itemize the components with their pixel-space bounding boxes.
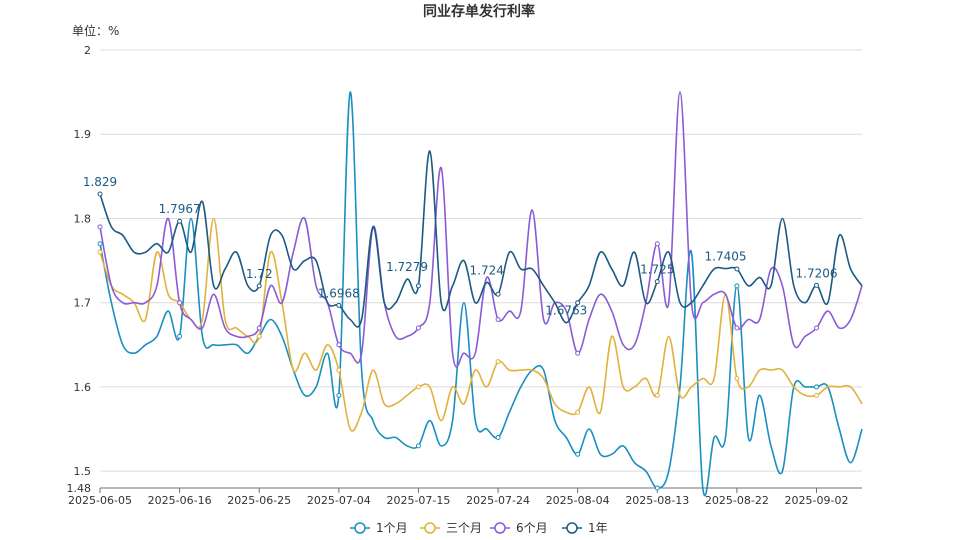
y-tick-label: 1.9 (74, 128, 92, 141)
data-point (575, 300, 581, 306)
data-label: 1.7967 (159, 202, 201, 216)
data-label: 1.725 (640, 263, 674, 277)
data-point (734, 376, 740, 381)
x-tick-label: 2025-06-05 (68, 494, 132, 507)
data-point (97, 249, 103, 255)
data-point (495, 434, 501, 440)
legend-marker (566, 522, 578, 534)
data-point (336, 302, 342, 308)
y-tick-label: 1.48 (67, 482, 92, 495)
data-point (734, 266, 740, 272)
x-tick-label: 2025-09-02 (785, 494, 849, 507)
data-point (575, 409, 581, 415)
data-point (415, 384, 421, 390)
data-point (97, 241, 103, 247)
legend-label: 1年 (588, 521, 608, 535)
data-point (495, 291, 501, 297)
data-label: 1.7279 (386, 260, 428, 274)
data-point (177, 333, 183, 339)
data-point (575, 350, 581, 356)
series-group (97, 91, 863, 497)
data-point (415, 283, 421, 289)
data-label: 1.6763 (545, 304, 587, 318)
data-point (654, 485, 660, 491)
y-tick-label: 1.8 (74, 212, 92, 225)
data-point (814, 325, 820, 331)
data-point (256, 333, 262, 339)
series-line-4 (99, 150, 863, 328)
x-tick-label: 2025-08-04 (546, 494, 610, 507)
data-point (415, 325, 421, 331)
data-point (97, 224, 103, 230)
data-labels: 1.829 1.7967 1.72 1.6968 1.7279 1.724 1.6763 1.… (83, 175, 838, 318)
y-axis: 1.48 1.5 1.6 1.7 1.8 1.9 2 (67, 44, 92, 495)
data-point (256, 325, 262, 331)
unit-label: 单位：% (72, 23, 119, 38)
y-tick-label: 1.6 (74, 381, 92, 394)
data-point (734, 283, 740, 289)
legend-item[interactable]: 6个月 (490, 521, 548, 535)
data-label: 1.7405 (705, 250, 747, 264)
legend-item[interactable]: 三个月 (420, 521, 482, 535)
gridlines (100, 49, 862, 472)
legend-label: 三个月 (446, 521, 482, 535)
data-label: 1.724 (470, 263, 504, 277)
legend-item[interactable]: 1个月 (350, 521, 408, 535)
data-point (654, 392, 660, 398)
data-point (415, 443, 421, 449)
data-point (336, 367, 342, 373)
legend-marker (494, 522, 506, 534)
data-point (256, 283, 262, 289)
chart-title: 同业存单发行利率 (423, 3, 535, 20)
data-point (814, 392, 820, 398)
data-point (336, 392, 342, 398)
data-label: 1.829 (83, 175, 117, 189)
y-tick-label: 2 (84, 44, 91, 57)
legend-marker (424, 522, 436, 534)
x-tick-label: 2025-07-15 (386, 494, 450, 507)
data-point (177, 218, 183, 224)
data-point (495, 359, 501, 365)
data-point (654, 241, 660, 247)
x-tick-label: 2025-07-04 (307, 494, 371, 507)
x-tick-label: 2025-06-25 (227, 494, 291, 507)
data-point (814, 384, 820, 390)
series-line-3 (99, 91, 863, 368)
y-tick-label: 1.5 (74, 465, 92, 478)
data-point (814, 282, 820, 288)
data-label: 1.6968 (318, 286, 360, 300)
legend-marker (354, 522, 366, 534)
data-point (336, 342, 342, 348)
x-tick-label: 2025-08-22 (705, 494, 769, 507)
x-tick-label: 2025-08-13 (625, 494, 689, 507)
data-point (575, 451, 581, 457)
data-point (177, 300, 183, 306)
data-point (654, 279, 660, 285)
data-point (495, 317, 501, 323)
y-tick-label: 1.7 (74, 297, 92, 310)
legend-label: 1个月 (376, 521, 408, 535)
series-line-2 (99, 217, 863, 432)
x-tick-label: 2025-07-24 (466, 494, 530, 507)
legend-item[interactable]: 1年 (562, 521, 608, 535)
data-label: 1.7206 (796, 266, 838, 280)
data-label: 1.72 (246, 267, 273, 281)
x-axis: 2025-06-05 2025-06-16 2025-06-25 2025-07-04… (68, 488, 848, 507)
legend-label: 6个月 (516, 521, 548, 535)
legend: 1个月 三个月 6个月 1年 (350, 521, 608, 535)
data-point (734, 325, 740, 331)
x-tick-label: 2025-06-16 (148, 494, 212, 507)
data-point (97, 191, 103, 197)
